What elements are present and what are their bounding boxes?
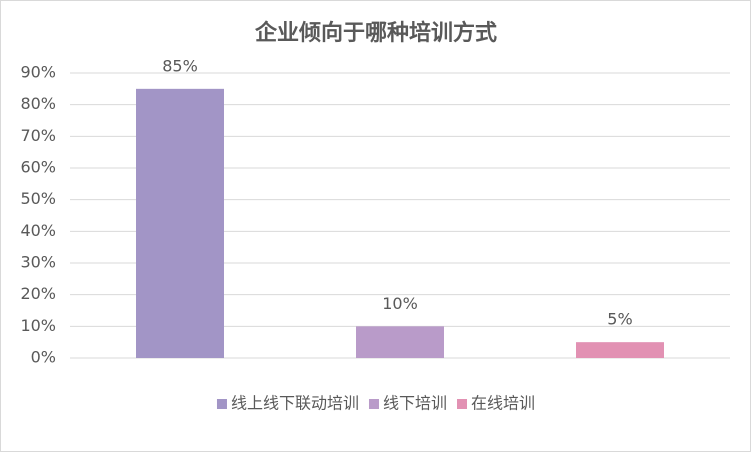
- bar: [576, 342, 664, 358]
- legend-label: 线上线下联动培训: [231, 394, 359, 413]
- y-tick-label: 80%: [20, 94, 56, 113]
- y-tick-label: 70%: [20, 126, 56, 145]
- legend-label: 线下培训: [383, 394, 447, 413]
- y-tick-label: 50%: [20, 189, 56, 208]
- legend-swatch: [368, 399, 379, 409]
- y-tick-label: 10%: [20, 316, 56, 335]
- chart-title: 企业倾向于哪种培训方式: [254, 20, 497, 46]
- y-tick-label: 20%: [20, 284, 56, 303]
- y-tick-label: 40%: [20, 221, 56, 240]
- y-tick-label: 0%: [31, 348, 56, 367]
- legend-label: 在线培训: [471, 394, 535, 413]
- data-label: 10%: [382, 294, 418, 313]
- legend-swatch: [216, 399, 227, 409]
- chart-frame: [0, 0, 751, 452]
- data-label: 5%: [607, 310, 632, 329]
- y-tick-label: 90%: [20, 63, 56, 82]
- bar: [136, 88, 224, 358]
- legend-swatch: [457, 399, 468, 409]
- bar: [356, 326, 444, 358]
- y-tick-label: 60%: [20, 158, 56, 177]
- y-tick-label: 30%: [20, 253, 56, 272]
- data-label: 85%: [162, 56, 198, 75]
